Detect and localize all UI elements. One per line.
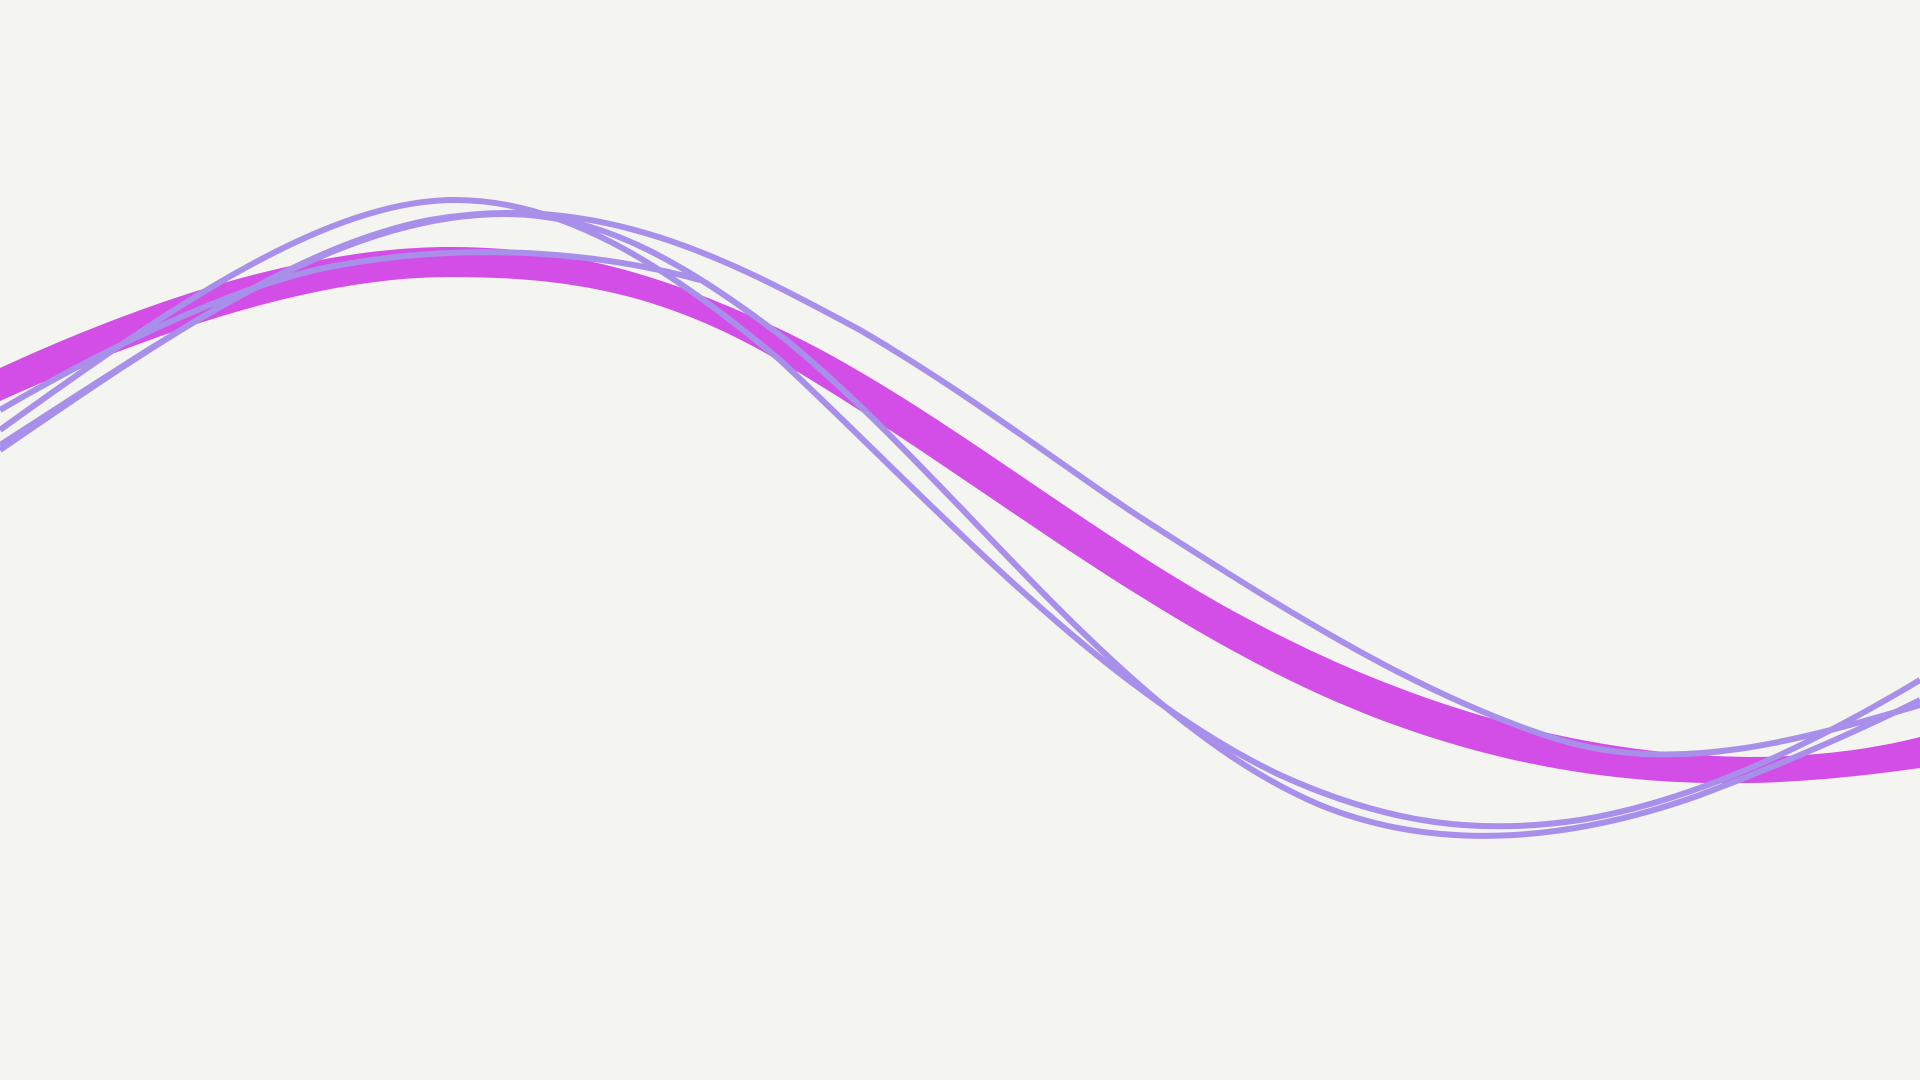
waves-artwork: [0, 0, 1920, 1080]
wave-canvas: [0, 0, 1920, 1080]
background: [0, 0, 1920, 1080]
